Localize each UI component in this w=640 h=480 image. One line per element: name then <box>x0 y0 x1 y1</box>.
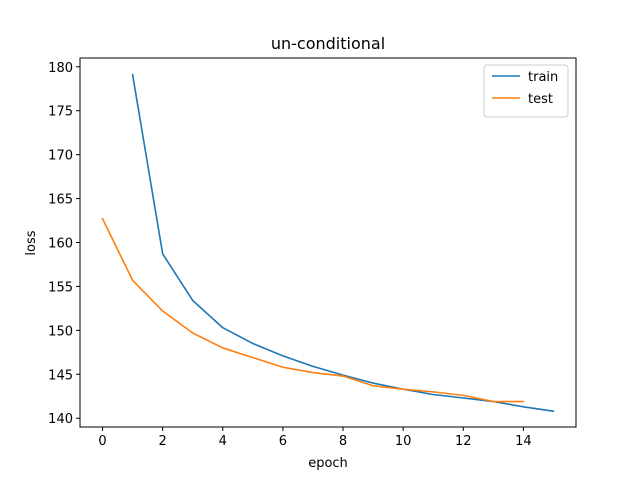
x-tick-label: 0 <box>98 434 106 449</box>
y-tick-label: 175 <box>48 105 73 120</box>
chart-title: un-conditional <box>271 34 385 53</box>
series-line-test <box>101 217 525 403</box>
x-tick-label: 14 <box>515 434 532 449</box>
y-tick-label: 160 <box>48 237 73 252</box>
legend-box <box>483 64 569 118</box>
x-tick-label: 6 <box>279 434 287 449</box>
y-axis: 140 145 150 155 160 165 170 175 180 <box>48 61 80 427</box>
legend-label-train: train <box>528 70 558 85</box>
y-tick-label: 145 <box>48 368 73 383</box>
x-axis-label: epoch <box>308 456 348 471</box>
y-tick-label: 155 <box>48 280 73 295</box>
x-tick-label: 12 <box>455 434 472 449</box>
y-tick-label: 180 <box>48 61 73 76</box>
x-tick-label: 2 <box>159 434 167 449</box>
y-tick-label: 165 <box>48 193 73 208</box>
x-axis: 0 2 4 6 8 10 12 14 <box>98 427 532 449</box>
y-tick-label: 150 <box>48 324 73 339</box>
x-tick-label: 10 <box>395 434 412 449</box>
legend-label-test: test <box>528 92 553 107</box>
plot-area <box>101 73 555 413</box>
y-tick-label: 140 <box>48 412 73 427</box>
y-tick-label: 170 <box>48 149 73 164</box>
legend: train test <box>483 64 569 118</box>
x-tick-label: 8 <box>339 434 347 449</box>
series-line-train <box>131 73 555 413</box>
y-axis-label: loss <box>24 230 39 255</box>
x-tick-label: 4 <box>219 434 227 449</box>
